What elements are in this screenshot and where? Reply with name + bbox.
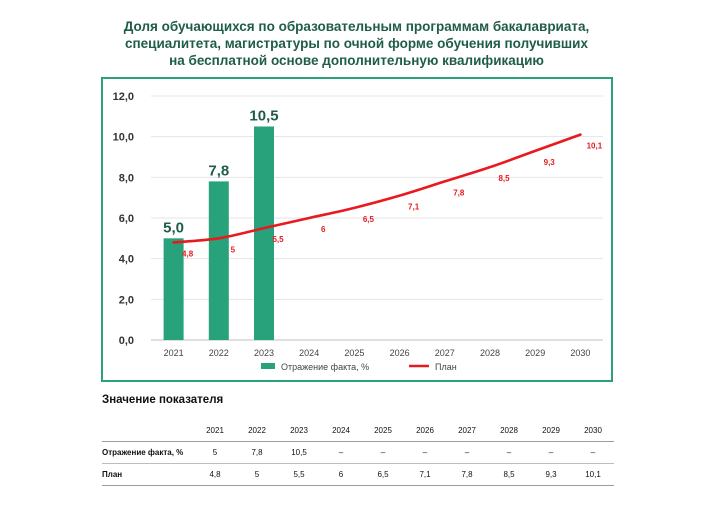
table-cell: –: [380, 448, 386, 457]
values-table: 2021 2022 2023 2024 2025 2026 2027 2028 …: [102, 420, 614, 486]
table-cell: –: [464, 448, 470, 457]
bar-data-label: 10,5: [249, 108, 278, 125]
x-tick-label: 2024: [299, 348, 319, 358]
table-cell: 10,5: [291, 448, 307, 457]
table-cell: 5: [212, 448, 218, 457]
x-tick-label: 2030: [570, 348, 590, 358]
y-tick-label: 12,0: [113, 91, 134, 103]
table-cell: 7,8: [461, 470, 473, 479]
bar: [163, 238, 184, 340]
table-cell: –: [422, 448, 428, 457]
table-year: 2030: [584, 426, 602, 435]
y-tick-label: 2,0: [119, 294, 134, 306]
plan-data-label: 9,3: [544, 158, 556, 167]
plan-data-label: 5: [231, 245, 236, 254]
table-cell: 9,3: [545, 470, 557, 479]
table-year: 2022: [248, 426, 266, 435]
table-cell: 10,1: [585, 470, 601, 479]
table-row-label: Отражение факта, %: [102, 448, 184, 457]
x-tick-label: 2028: [480, 348, 500, 358]
plan-line: [172, 133, 582, 244]
table-cell: –: [548, 448, 554, 457]
chart-svg: 0,0 2,0 4,0 6,0 8,0 10,0 12,0 2021 2022 2023 2024 2…: [113, 91, 603, 372]
table-row-fact: Отражение факта, % 5 7,8 10,5 – – – – – …: [102, 442, 614, 464]
table-cell: –: [338, 448, 344, 457]
table-year: 2023: [290, 426, 308, 435]
table-header-row: 2021 2022 2023 2024 2025 2026 2027 2028 …: [102, 420, 614, 442]
table-year: 2021: [206, 426, 224, 435]
x-tick-label: 2027: [435, 348, 455, 358]
table-cell: 6,5: [377, 470, 389, 479]
table-row-label: План: [102, 470, 123, 479]
table-corner: [102, 420, 194, 442]
plan-data-label: 8,5: [498, 174, 510, 183]
table-cell: –: [506, 448, 512, 457]
plan-data-label: 5,5: [272, 235, 284, 244]
table-cell: –: [590, 448, 596, 457]
table-year: 2024: [332, 426, 350, 435]
title-line-1: Доля обучающихся по образовательным прог…: [123, 19, 590, 34]
table-cell: 5,5: [293, 470, 305, 479]
bar-data-label: 5,0: [163, 219, 184, 236]
y-tick-label: 8,0: [119, 172, 134, 184]
x-tick-label: 2026: [390, 348, 410, 358]
table-row-plan: План 4,8 5 5,5 6 6,5 7,1 7,8 8,5 9,3 10,…: [102, 464, 614, 486]
plan-data-label: 6,5: [363, 215, 375, 224]
table-cell: 5: [254, 470, 260, 479]
bar-data-label: 7,8: [208, 162, 229, 179]
table-cell: 7,8: [251, 448, 263, 457]
y-tick-label: 6,0: [119, 213, 134, 225]
bar: [254, 126, 274, 340]
chart-frame: 0,0 2,0 4,0 6,0 8,0 10,0 12,0 2021 2022 2023 2024 2…: [101, 77, 613, 382]
plan-data-label: 7,8: [453, 188, 465, 197]
title-line-2: специалитета, магистратуры по очной форм…: [125, 36, 588, 51]
plan-data-label: 6: [321, 225, 326, 234]
y-tick-label: 4,0: [119, 254, 134, 266]
table-cell: 7,1: [419, 470, 431, 479]
table-cell: 8,5: [503, 470, 515, 479]
plan-data-label: 4,8: [182, 249, 194, 258]
title-line-3: на бесплатной основе дополнительную квал…: [169, 53, 544, 68]
x-tick-label: 2021: [164, 348, 184, 358]
bar: [208, 181, 229, 340]
table-year: 2027: [458, 426, 476, 435]
table-cell: 6: [338, 470, 344, 479]
table-year: 2025: [374, 426, 392, 435]
legend-swatch-fact: [261, 363, 275, 369]
table-year: 2029: [542, 426, 560, 435]
chart-title: Доля обучающихся по образовательным прог…: [60, 18, 653, 69]
x-tick-label: 2022: [209, 348, 229, 358]
y-tick-label: 10,0: [113, 132, 134, 144]
x-tick-label: 2025: [344, 348, 364, 358]
table-year: 2028: [500, 426, 518, 435]
table-cell: 4,8: [209, 470, 221, 479]
table-title: Значение показателя: [102, 394, 224, 406]
y-tick-label: 0,0: [119, 335, 134, 347]
x-tick-label: 2023: [254, 348, 274, 358]
plan-data-label: 7,1: [408, 203, 420, 212]
legend-label-plan: План: [435, 362, 457, 372]
plan-data-label: 10,1: [587, 142, 603, 151]
table-year: 2026: [416, 426, 434, 435]
x-tick-label: 2029: [525, 348, 545, 358]
legend-label-fact: Отражение факта, %: [281, 362, 369, 372]
